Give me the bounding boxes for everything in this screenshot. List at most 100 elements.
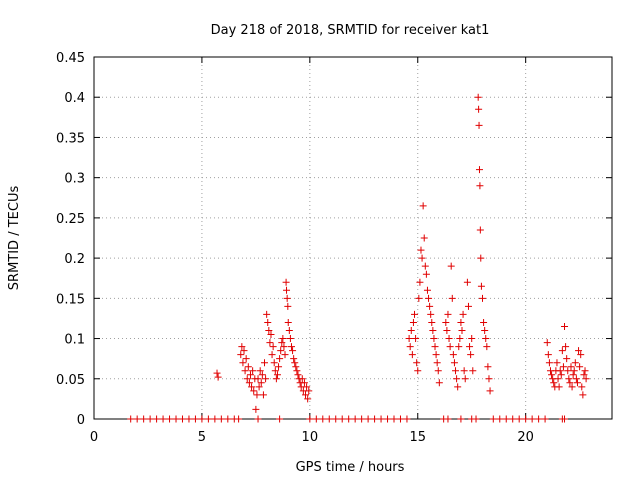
data-point [244,363,252,371]
data-point [325,415,333,423]
data-point [302,391,310,399]
data-point [414,367,422,375]
data-point [442,318,450,326]
axis-ticks: 0 0.05 0.1 0.15 0.2 0.25 0.3 0.35 0.4 0.45 0 5 10 15 2… [56,51,612,445]
data-point [458,327,466,335]
data-point [469,367,477,375]
data-point [224,415,232,423]
data-point [303,383,311,391]
data-point [284,302,292,310]
data-point [286,335,294,343]
data-point [535,415,543,423]
data-point [278,339,286,347]
data-point [568,383,576,391]
data-point [426,302,434,310]
data-point [472,415,480,423]
data-point [204,415,212,423]
data-point [432,351,440,359]
plot-frame [93,56,613,420]
data-point [257,379,265,387]
data-point [298,375,306,383]
data-point [265,327,273,335]
data-point [484,363,492,371]
y-tick-label: 0.1 [64,333,85,348]
data-point [191,415,199,423]
data-point [479,294,486,302]
data-point [338,415,346,423]
data-point [252,405,260,413]
data-point [198,415,206,423]
grid [94,57,612,419]
data-point [449,351,457,359]
data-point [417,246,425,254]
data-point [463,278,471,286]
data-point [419,202,427,210]
data-point [255,383,263,391]
data-point [292,363,300,371]
data-point [306,415,314,423]
y-tick-label: 0.35 [56,131,85,146]
y-axis-label: SRMTID / TECUs [7,186,22,291]
data-point [345,415,353,423]
data-point [263,310,271,318]
data-point [238,343,246,351]
data-point [412,335,420,343]
data-point [422,270,430,278]
data-point [477,282,485,290]
y-tick-label: 0.3 [64,172,85,187]
data-point [289,347,297,355]
data-point [272,375,280,383]
data-point [477,254,485,262]
data-point [281,351,289,359]
data-point [475,166,483,174]
x-tick-label: 10 [302,430,319,445]
data-point [300,379,308,387]
data-point [406,343,414,351]
data-point [557,371,565,379]
data-point [515,415,523,423]
data-point [287,343,295,351]
data-point [415,294,423,302]
data-point [275,363,283,371]
data-point [461,375,469,383]
data-point [575,347,583,355]
data-point [446,343,454,351]
data-point [556,367,564,375]
data-point [572,375,580,383]
data-point [396,415,404,423]
data-point [254,415,262,423]
data-point [214,373,222,381]
data-point [444,415,452,423]
data-point [428,318,436,326]
y-tick-label: 0.25 [56,212,85,227]
data-point [445,335,453,343]
data-point [564,367,572,375]
data-point [496,415,504,423]
data-point [249,367,257,375]
data-point [250,387,258,395]
data-point [276,415,284,423]
data-point [276,355,284,363]
data-point [580,371,588,379]
data-point [416,278,424,286]
data-point [457,318,465,326]
data-point [240,347,248,355]
data-point [390,415,398,423]
data-point [576,363,584,371]
data-point [430,335,438,343]
data-point [213,369,221,377]
data-point [480,318,488,326]
data-point [579,391,587,399]
data-point [528,415,536,423]
data-point [483,343,491,351]
data-point [565,375,573,383]
data-point [563,355,571,363]
data-point [364,415,372,423]
data-point [305,387,313,395]
data-point [475,105,483,113]
data-point [283,286,291,294]
data-point [282,278,290,286]
data-point [312,415,320,423]
y-tick-label: 0 [77,413,85,428]
data-point [166,415,174,423]
